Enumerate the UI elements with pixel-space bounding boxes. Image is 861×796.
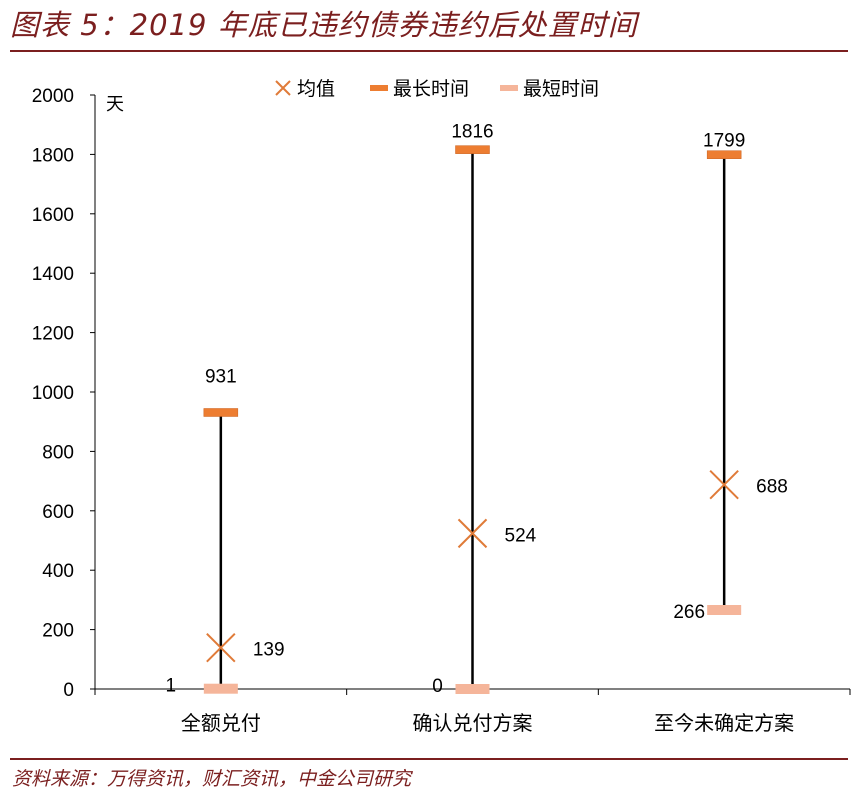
legend-mean-marker	[275, 80, 291, 96]
min-marker	[203, 683, 238, 694]
min-marker	[455, 684, 490, 694]
y-tick-label: 0	[63, 680, 74, 701]
max-marker	[455, 145, 490, 154]
max-data-label: 931	[205, 366, 237, 387]
x-tick-label: 至今未确定方案	[654, 711, 794, 735]
y-tick-label: 2000	[32, 86, 74, 107]
mean-marker	[457, 518, 488, 549]
min-marker	[707, 604, 742, 615]
y-tick-label: 1600	[32, 205, 74, 226]
title-divider	[10, 50, 848, 52]
range-chart: 0 200 400 600 800 1000 1200 1400 1600 1800 2000 全额兑…	[32, 78, 851, 735]
legend-min-marker	[500, 85, 518, 91]
chart-legend: 均值 最长时间 最短时间	[275, 78, 599, 100]
min-data-label: 266	[673, 602, 705, 623]
y-tick-label: 200	[42, 621, 74, 642]
legend-min-label: 最短时间	[523, 78, 599, 100]
y-tick-label: 800	[42, 442, 74, 463]
legend-max-marker	[370, 85, 388, 91]
mean-data-label: 524	[505, 525, 537, 546]
y-tick-label: 1000	[32, 383, 74, 404]
chart-axes: 0 200 400 600 800 1000 1200 1400 1600 1800 2000 全额兑…	[32, 86, 851, 735]
y-tick-label: 600	[42, 502, 74, 523]
min-data-label: 0	[432, 676, 443, 697]
min-data-label: 1	[166, 676, 177, 697]
legend-max-label: 最长时间	[393, 78, 469, 100]
page-title: 图表 5：2019 年底已违约债券违约后处置时间	[10, 8, 638, 42]
y-tick-label: 1200	[32, 324, 74, 345]
x-tick-label: 确认兑付方案	[413, 711, 533, 735]
max-marker	[203, 408, 239, 417]
source-note: 资料来源：万得资讯，财汇资讯，中金公司研究	[12, 768, 412, 790]
source-divider	[10, 758, 848, 760]
mean-data-label: 139	[253, 640, 285, 661]
y-tick-label: 1400	[32, 264, 74, 285]
mean-marker	[206, 633, 236, 663]
chart-marks: 931 1 139 1816 0 524 1799 266 688	[166, 122, 788, 697]
mean-data-label: 688	[756, 477, 788, 498]
y-axis-unit-label: 天	[106, 94, 124, 115]
legend-mean-label: 均值	[297, 78, 335, 100]
mean-marker	[709, 469, 739, 500]
y-tick-label: 400	[42, 561, 74, 582]
max-marker	[706, 150, 742, 159]
y-tick-label: 1800	[32, 145, 74, 166]
max-data-label: 1799	[703, 131, 745, 152]
max-data-label: 1816	[451, 122, 493, 143]
x-tick-label: 全额兑付	[181, 711, 261, 735]
